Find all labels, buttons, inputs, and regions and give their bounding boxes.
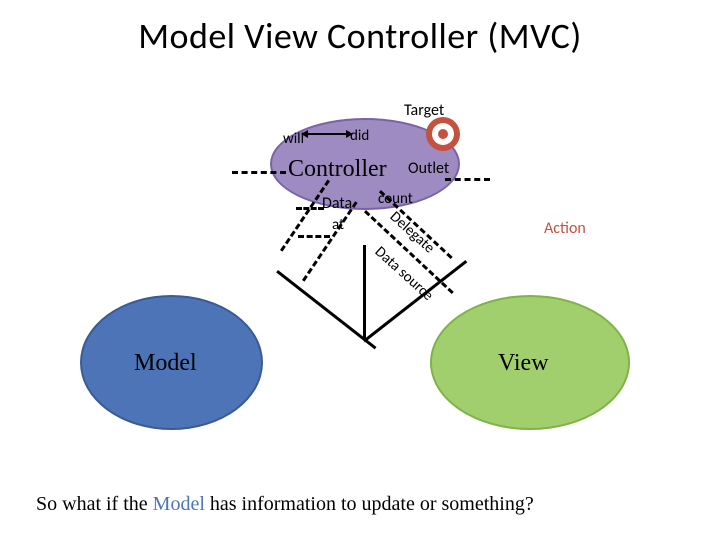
controller-label: Controller — [288, 156, 387, 183]
dash-line — [445, 178, 490, 181]
action-label: Action — [544, 219, 586, 238]
footer-accent: Model — [153, 493, 205, 515]
dash-line — [302, 201, 358, 281]
footer-post: has information to update or something? — [205, 493, 534, 515]
solid-line — [276, 270, 376, 349]
footer-pre: So what if the — [36, 493, 153, 515]
view-label: View — [498, 350, 549, 377]
dash-line — [298, 235, 330, 238]
footer-text: So what if the Model has information to … — [36, 493, 534, 516]
target-icon — [426, 117, 460, 151]
dash-line — [232, 171, 286, 174]
solid-line — [363, 245, 366, 340]
delegate-label: Delegate — [386, 208, 438, 257]
will-did-arrow — [307, 133, 347, 135]
mvc-diagram: Controller Model View Target will did Ou… — [0, 60, 720, 480]
page-title: Model View Controller (MVC) — [0, 0, 720, 58]
model-label: Model — [134, 350, 197, 377]
outlet-label: Outlet — [408, 159, 449, 178]
